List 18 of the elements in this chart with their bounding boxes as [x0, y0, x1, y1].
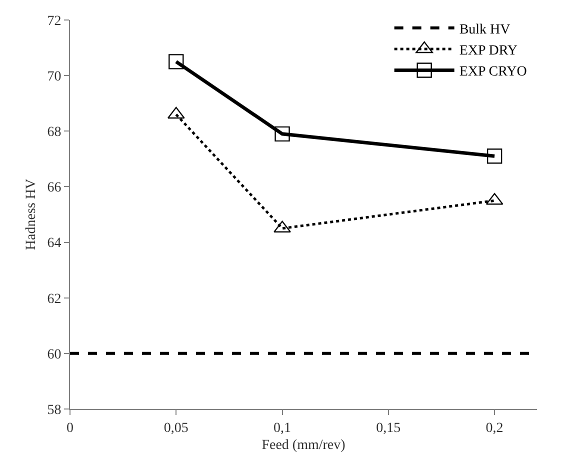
y-tick-label: 64	[47, 236, 62, 252]
legend-label: EXP CRYO	[459, 64, 527, 80]
x-tick-label: 0,2	[486, 420, 504, 436]
y-tick-label: 68	[47, 125, 62, 140]
y-tick-label: 58	[47, 402, 62, 418]
x-tick-label: 0,1	[274, 420, 292, 436]
legend-label: Bulk HV	[459, 22, 510, 38]
y-tick-label: 62	[47, 292, 62, 307]
legend-label: EXP DRY	[459, 43, 518, 58]
y-axis-title: Hadness HV	[24, 178, 39, 250]
x-tick-label: 0,05	[164, 420, 188, 436]
y-tick-label: 72	[47, 14, 62, 29]
x-axis-title: Feed (mm/rev)	[262, 438, 346, 454]
y-tick-label: 60	[47, 347, 62, 362]
x-tick-label: 0,15	[376, 420, 401, 436]
x-tick-label: 0	[66, 420, 74, 436]
y-tick-label: 70	[47, 69, 62, 84]
y-tick-label: 66	[47, 180, 62, 196]
